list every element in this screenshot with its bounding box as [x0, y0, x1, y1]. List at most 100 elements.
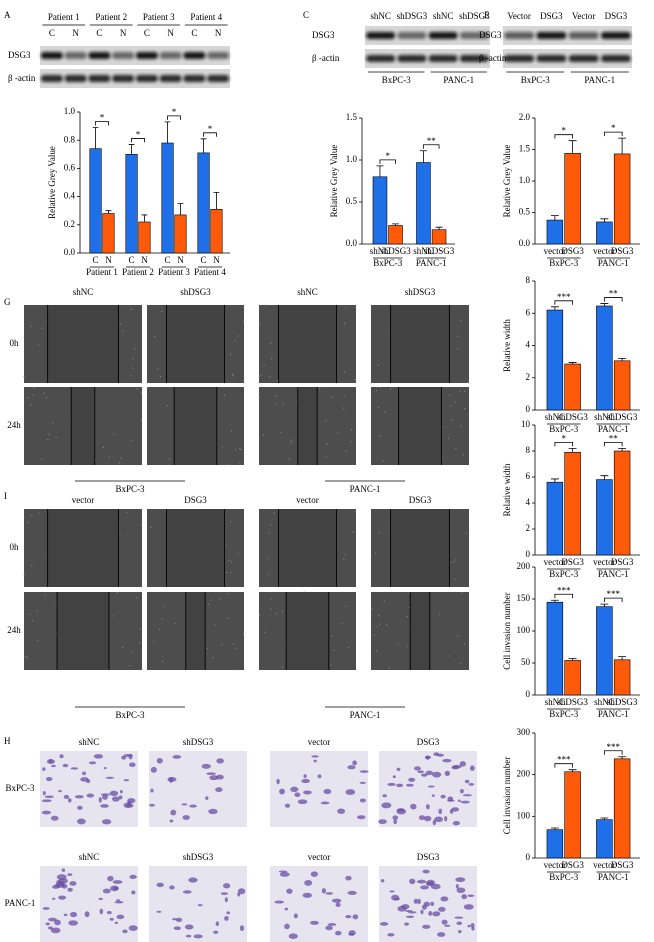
cell-speck [37, 344, 40, 346]
cell [67, 887, 73, 892]
sig-bracket [603, 750, 623, 755]
error-bar [618, 137, 627, 154]
cell-speck [113, 433, 115, 435]
blot-band [536, 32, 567, 39]
cell-speck [157, 368, 159, 370]
cell [290, 786, 299, 793]
bar [564, 771, 581, 859]
group-label: Patient 2 [122, 267, 154, 277]
group-label: PANC-1 [598, 569, 629, 579]
cell-speck [150, 526, 152, 528]
cell [310, 920, 319, 925]
cell-speck [102, 446, 105, 448]
panel-letter: A [4, 10, 11, 20]
cell [206, 772, 216, 775]
cell [129, 874, 137, 880]
cell [150, 766, 157, 773]
bar [596, 221, 613, 245]
cell-speck [385, 624, 388, 626]
wound [286, 592, 329, 670]
bar-label: shNC [545, 412, 566, 422]
cell-speck [48, 433, 50, 435]
error-bar [568, 140, 577, 154]
group-label: Patient 1 [86, 267, 118, 277]
cell [123, 779, 130, 782]
lane-label: N [120, 28, 127, 38]
blot-band [536, 55, 567, 62]
panel-letter: H [4, 736, 11, 746]
error-bar [600, 603, 609, 607]
cell-speck [121, 646, 124, 648]
lane-label: shNC [433, 11, 454, 21]
cell-speck [345, 307, 347, 309]
panel-letter: E [484, 10, 490, 20]
cell-speck [448, 655, 451, 657]
cell [58, 790, 62, 793]
cell-speck [214, 624, 216, 626]
y-tick-label: 1.5 [346, 112, 358, 122]
blot-band [159, 75, 182, 82]
y-tick-label: 100 [517, 625, 531, 635]
group-label: BxPC-3 [549, 258, 579, 268]
cell-speck [227, 593, 229, 595]
cell-speck [207, 603, 209, 605]
group-label: PANC-1 [598, 424, 629, 434]
cell [455, 877, 466, 883]
group-label: Patient 2 [95, 12, 127, 22]
cell [392, 775, 396, 779]
wound [47, 305, 119, 383]
cell [409, 878, 416, 885]
cell [193, 934, 203, 939]
cell-speck [354, 378, 356, 381]
cell [389, 890, 395, 893]
cell [444, 924, 451, 927]
cell-speck [343, 395, 345, 397]
column-label: vector [308, 737, 331, 747]
cell-speck [161, 618, 164, 620]
cell [197, 904, 203, 907]
cell-speck [464, 408, 466, 410]
cell [432, 819, 437, 826]
cell [327, 923, 337, 926]
sig-bracket [554, 763, 574, 768]
cell-speck [345, 450, 347, 452]
error-bar [618, 358, 627, 361]
cell-speck [169, 458, 171, 460]
cell [62, 763, 69, 768]
cell-speck [269, 608, 272, 610]
cell [310, 871, 319, 877]
blot-band [601, 32, 631, 39]
cell [156, 882, 164, 888]
cell [288, 933, 298, 939]
cell [58, 878, 68, 884]
cell [189, 804, 197, 808]
bar-label: C [93, 255, 99, 265]
cell-speck [52, 421, 54, 424]
bar [388, 225, 403, 245]
cell [459, 788, 464, 794]
cell-speck [455, 448, 457, 450]
cell [321, 888, 326, 894]
cell [304, 879, 313, 886]
cell-speck [36, 639, 39, 641]
cell [468, 782, 475, 786]
cell [317, 774, 322, 779]
cell [396, 808, 406, 812]
error-bar [568, 448, 577, 453]
error-bar [164, 121, 171, 144]
cell [303, 774, 307, 779]
error-bar [550, 215, 559, 221]
y-axis-label: Relative width [502, 463, 512, 516]
cell-speck [239, 462, 241, 464]
cell [45, 922, 50, 926]
cell [438, 808, 443, 815]
cell-speck [236, 669, 238, 671]
cell [284, 923, 290, 930]
cell [118, 795, 123, 800]
significance: * [100, 113, 105, 123]
blot-row-label: β -actin [312, 53, 340, 63]
y-tick-label: 2.0 [519, 112, 531, 122]
cell [405, 915, 415, 918]
cell [102, 888, 111, 894]
cell-speck [230, 521, 232, 523]
